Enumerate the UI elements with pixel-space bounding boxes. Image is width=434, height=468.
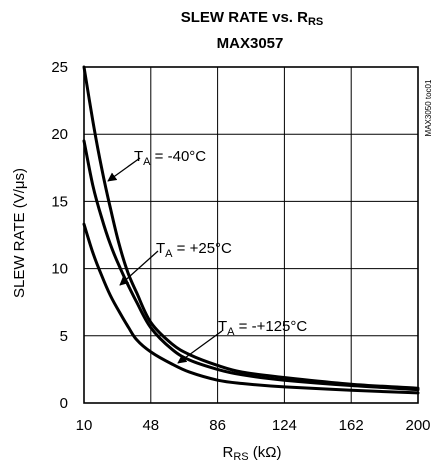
annotation-label-2: TA = -+125°C xyxy=(218,318,307,338)
plot-frame xyxy=(83,66,419,404)
annotation-leader-1 xyxy=(119,250,159,286)
x-tick-label: 124 xyxy=(272,417,297,434)
figure-code-label: MAX3050 toc01 xyxy=(424,79,433,136)
y-tick-label: 5 xyxy=(60,328,68,345)
series-group xyxy=(82,65,420,395)
y-tick-label: 25 xyxy=(51,59,68,76)
chart-title-line1: SLEW RATE vs. RRS xyxy=(181,9,324,28)
annotation-leader-2 xyxy=(177,330,223,364)
grid xyxy=(84,67,418,403)
y-tick-labels: 0 5 10 15 20 25 xyxy=(51,59,68,412)
annotation-label-1: TA = +25°C xyxy=(156,240,232,260)
series-line-1 xyxy=(82,139,420,392)
series-line-0 xyxy=(82,65,420,390)
y-tick-label: 0 xyxy=(60,395,68,412)
y-tick-label: 15 xyxy=(51,193,68,210)
y-tick-label: 20 xyxy=(51,126,68,143)
annotation-label-0: TA = -40°C xyxy=(134,148,206,168)
x-tick-labels: 10 48 86 124 162 200 xyxy=(76,417,431,434)
x-tick-label: 10 xyxy=(76,417,93,434)
x-axis-label: RRS (kΩ) xyxy=(223,444,282,463)
series-line-2 xyxy=(82,222,420,395)
chart-title-line2: MAX3057 xyxy=(217,35,284,52)
annotation-leader-0 xyxy=(107,157,141,182)
x-tick-label: 162 xyxy=(339,417,364,434)
y-tick-label: 10 xyxy=(51,261,68,278)
y-axis-label: SLEW RATE (V/μs) xyxy=(11,168,28,298)
x-tick-label: 200 xyxy=(405,417,430,434)
annotations: TA = -40°C TA = +25°C TA = -+125°C xyxy=(107,148,307,364)
x-tick-label: 86 xyxy=(209,417,226,434)
x-tick-label: 48 xyxy=(142,417,159,434)
